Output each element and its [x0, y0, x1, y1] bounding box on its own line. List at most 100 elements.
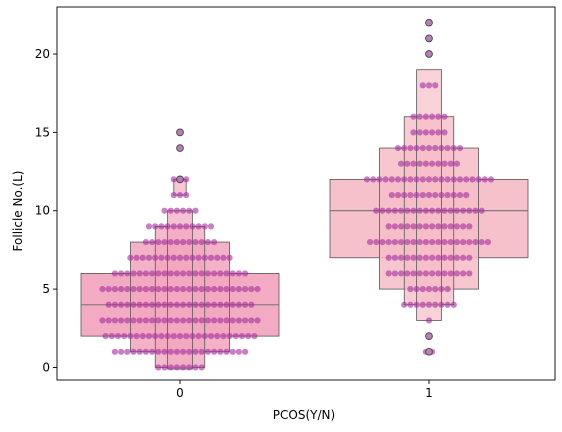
- swarm-point: [367, 238, 374, 246]
- swarm-point: [254, 286, 261, 293]
- swarm-point: [186, 207, 193, 214]
- swarm-point: [242, 301, 249, 308]
- swarm-point: [413, 144, 420, 152]
- swarm-point: [124, 270, 131, 277]
- swarm-point: [413, 286, 420, 293]
- swarm-point: [373, 207, 380, 214]
- swarm-point: [211, 270, 218, 277]
- swarm-point: [419, 286, 426, 293]
- swarm-point: [429, 254, 436, 261]
- swarm-point: [435, 160, 442, 167]
- swarm-point: [410, 254, 417, 261]
- swarm-point: [242, 317, 249, 324]
- swarm-point: [242, 348, 249, 355]
- swarm-point: [180, 207, 187, 214]
- swarm-point: [149, 238, 156, 246]
- swarm-point: [111, 348, 118, 355]
- swarm-point: [217, 348, 224, 355]
- swarm-point: [142, 301, 149, 308]
- swarm-point: [235, 270, 242, 277]
- swarm-point: [425, 191, 433, 199]
- swarm-point: [447, 160, 454, 167]
- swarm-point: [192, 286, 199, 293]
- swarm-point: [111, 317, 118, 324]
- swarm-point: [379, 207, 386, 214]
- swarm-point: [195, 333, 202, 340]
- swarm-point: [422, 223, 429, 230]
- swarm-point: [444, 176, 451, 183]
- swarm-point: [124, 286, 131, 293]
- swarm-point: [173, 301, 180, 308]
- swarm-point: [220, 333, 227, 340]
- swarm-point: [155, 270, 162, 277]
- swarm-point: [447, 223, 454, 230]
- swarm-point: [217, 301, 224, 308]
- swarm-point: [136, 286, 143, 293]
- swarm-point: [425, 301, 433, 308]
- swarm-point: [155, 364, 162, 371]
- swarm-point: [204, 238, 211, 246]
- swarm-point: [401, 144, 408, 152]
- swarm-point: [404, 254, 411, 261]
- y-tick-label: 5: [42, 282, 50, 296]
- swarm-point: [410, 129, 417, 136]
- swarm-point: [466, 223, 473, 230]
- swarm-point: [435, 207, 442, 214]
- y-axis-label: Follicle No.(L): [11, 171, 25, 252]
- swarm-point: [176, 254, 184, 261]
- swarm-point: [435, 223, 442, 230]
- swarm-point: [136, 301, 143, 308]
- swarm-point: [466, 254, 473, 261]
- swarm-point: [475, 176, 482, 183]
- swarm-point: [425, 144, 433, 152]
- swarm-point: [176, 333, 184, 340]
- swarm-point: [142, 286, 149, 293]
- swarm-point: [170, 191, 177, 199]
- swarm-point: [429, 238, 436, 246]
- swarm-point: [173, 317, 180, 324]
- swarm-point: [432, 301, 439, 308]
- swarm-point: [450, 301, 457, 308]
- y-tick-label: 15: [35, 125, 50, 139]
- swarm-point: [422, 129, 429, 136]
- swarm-point: [198, 286, 205, 293]
- swarm-point: [155, 348, 162, 355]
- swarm-point: [416, 113, 423, 120]
- swarm-point: [398, 270, 405, 277]
- swarm-point: [149, 317, 156, 324]
- swarm-point: [472, 238, 479, 246]
- swarm-point: [130, 270, 137, 277]
- swarm-point: [456, 176, 464, 183]
- swarm-point: [145, 254, 153, 261]
- swarm-point: [429, 129, 436, 136]
- swarm-point: [118, 348, 125, 355]
- swarm-point: [401, 191, 408, 199]
- swarm-point: [419, 176, 426, 183]
- swarm-point: [142, 348, 149, 355]
- swarm-point: [416, 160, 423, 167]
- outlier-point: [176, 128, 184, 137]
- swarm-point: [161, 301, 168, 308]
- swarm-point: [422, 113, 429, 120]
- swarm-point: [183, 191, 190, 199]
- swarm-point: [167, 207, 174, 214]
- swarm-point: [198, 317, 205, 324]
- swarm-point: [453, 238, 460, 246]
- swarm-point: [204, 270, 211, 277]
- swarm-point: [211, 348, 218, 355]
- swarm-point: [214, 333, 221, 340]
- swarm-point: [450, 144, 457, 152]
- swarm-point: [391, 270, 398, 277]
- swarm-point: [407, 286, 414, 293]
- swarm-point: [398, 160, 405, 167]
- swarm-point: [226, 254, 233, 261]
- swarm-point: [164, 333, 171, 340]
- swarm-point: [229, 301, 236, 308]
- swarm-point: [142, 270, 149, 277]
- plot-frame: [56, 6, 556, 381]
- swarm-point: [118, 301, 125, 308]
- swarm-point: [453, 223, 460, 230]
- swarm-point: [432, 191, 439, 199]
- swarm-point: [248, 301, 255, 308]
- swarm-point: [173, 207, 180, 214]
